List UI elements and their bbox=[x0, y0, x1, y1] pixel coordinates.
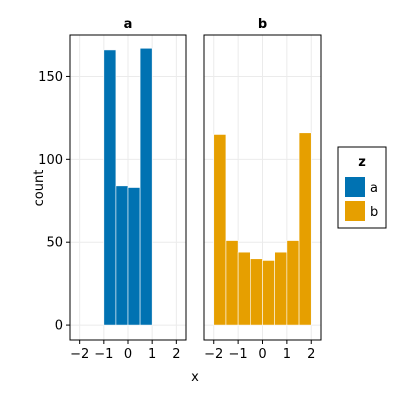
panel-b: b −2 −1 0 1 2 bbox=[203, 17, 322, 362]
histogram-bar bbox=[103, 49, 117, 326]
x-tick-label: −2 bbox=[204, 347, 223, 362]
x-tick-label: 0 bbox=[258, 347, 266, 362]
x-tick-label: −1 bbox=[229, 347, 248, 362]
histogram-bar bbox=[213, 134, 227, 326]
legend-label: a bbox=[370, 181, 378, 196]
legend-entry-a: a bbox=[345, 177, 378, 197]
legend: z ab bbox=[337, 146, 387, 229]
x-tick-label: 0 bbox=[124, 347, 132, 362]
panels: a −2 −1 0 1 2 0 50 100 150 b −2 −1 0 1 2 bbox=[38, 17, 322, 362]
histogram-bar bbox=[225, 240, 239, 326]
x-tick-label: 1 bbox=[148, 347, 156, 362]
x-tick-label: 2 bbox=[172, 347, 180, 362]
x-tick-label: −2 bbox=[70, 347, 89, 362]
histogram-bar bbox=[139, 47, 153, 326]
x-tick-label: −1 bbox=[94, 347, 113, 362]
y-axis-title: count bbox=[32, 170, 47, 207]
histogram-bar bbox=[237, 251, 251, 326]
x-tick-label: 2 bbox=[307, 347, 315, 362]
y-tick-label: 0 bbox=[55, 319, 63, 334]
panel-a: a −2 −1 0 1 2 0 50 100 150 bbox=[38, 17, 187, 362]
y-tick-label: 150 bbox=[38, 70, 63, 85]
histogram-bar bbox=[286, 240, 300, 326]
panel-title: b bbox=[258, 17, 267, 32]
histogram-bar bbox=[262, 260, 275, 326]
legend-entries: ab bbox=[345, 177, 378, 221]
legend-entry-b: b bbox=[345, 201, 378, 221]
histogram-bar bbox=[250, 258, 263, 326]
histogram-bar bbox=[298, 132, 312, 326]
histogram-bar bbox=[127, 187, 141, 326]
y-tick-label: 100 bbox=[38, 153, 63, 168]
histogram-bar bbox=[274, 251, 288, 326]
panel-title: a bbox=[124, 17, 133, 32]
legend-swatch bbox=[345, 177, 365, 197]
legend-swatch bbox=[345, 201, 365, 221]
y-tick-label: 50 bbox=[46, 236, 63, 251]
x-axis-title: x bbox=[191, 370, 199, 385]
x-tick-label: 1 bbox=[283, 347, 291, 362]
legend-label: b bbox=[370, 205, 378, 220]
histogram-bar bbox=[115, 185, 129, 326]
legend-title: z bbox=[358, 155, 366, 170]
